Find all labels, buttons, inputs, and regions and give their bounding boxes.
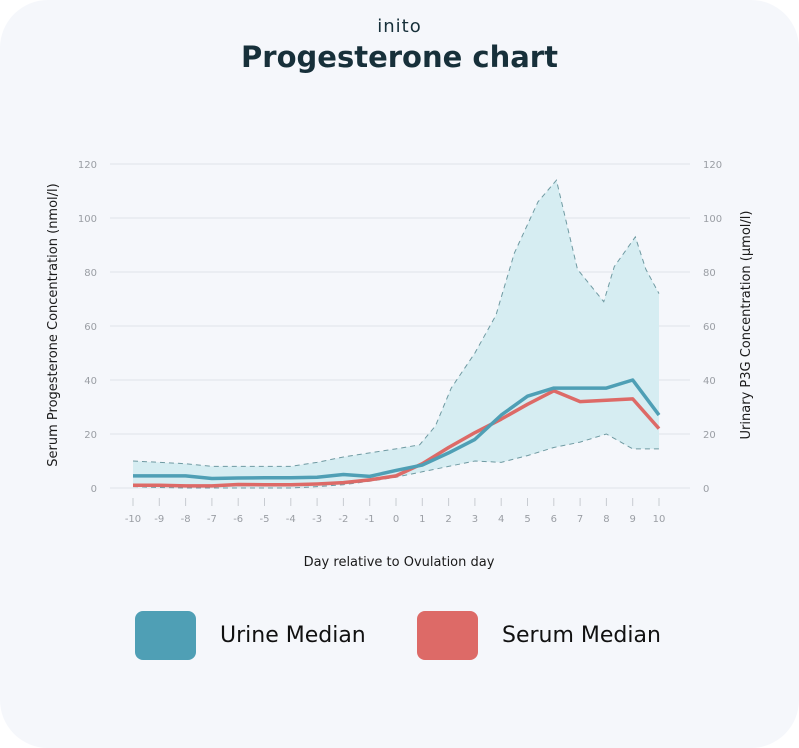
y-tick-label: 120	[78, 160, 97, 171]
x-tick-label: -2	[338, 514, 348, 525]
x-tick-label: -6	[233, 514, 243, 525]
gridlines	[110, 163, 690, 489]
y-axis-right-ticks: 0 20 40 60 80 100 120	[703, 160, 722, 495]
urine-median-line	[133, 378, 661, 481]
x-axis-ticks: -10 -9 -8 -7 -6 -5 -4 -3 -2 -1 0 1 2 3 4 5 6 7 8 9 10	[125, 498, 666, 525]
range-band-upper-edge	[132, 179, 660, 467]
y-tick-label: 0	[91, 484, 97, 495]
y-tick-label: 60	[84, 322, 97, 333]
y2-tick-label: 20	[703, 430, 716, 441]
y-axis-left-ticks: 0 20 40 60 80 100 120	[78, 160, 97, 495]
y-tick-label: 20	[84, 430, 97, 441]
x-tick-label: 9	[630, 514, 636, 525]
range-band-fill	[133, 180, 659, 488]
x-tick-label: -3	[312, 514, 322, 525]
x-tick-label: -7	[207, 514, 217, 525]
x-tick-label: 7	[577, 514, 583, 525]
range-band	[132, 179, 660, 489]
y-tick-label: 80	[84, 268, 97, 279]
x-tick-label: 2	[445, 514, 451, 525]
x-tick-label: -4	[286, 514, 296, 525]
y2-tick-label: 80	[703, 268, 716, 279]
median-lines	[133, 378, 661, 488]
x-tick-label: 0	[393, 514, 399, 525]
urine-median-swatch	[135, 610, 196, 660]
chart-title: Progesterone chart	[241, 40, 558, 74]
x-tick-label: 8	[603, 514, 609, 525]
inito-logo: inito	[377, 16, 422, 37]
x-tick-label: -8	[181, 514, 191, 525]
x-tick-label: -10	[125, 514, 141, 525]
legend-label: Urine Median	[220, 622, 366, 648]
y2-tick-label: 60	[703, 322, 716, 333]
legend-item-urine-median: Urine Median	[135, 610, 366, 660]
legend-item-serum-median: Serum Median	[417, 610, 661, 660]
x-tick-label: 10	[653, 514, 666, 525]
serum-median-swatch	[417, 610, 478, 660]
legend-label: Serum Median	[502, 622, 661, 648]
x-tick-label: 3	[472, 514, 478, 525]
serum-median-line	[133, 389, 661, 488]
y-tick-label: 40	[84, 376, 97, 387]
y2-tick-label: 0	[703, 484, 709, 495]
x-axis-label: Day relative to Ovulation day	[304, 555, 495, 570]
x-tick-label: -9	[154, 514, 164, 525]
legend: Urine Median Serum Median	[0, 610, 799, 660]
x-tick-label: 5	[524, 514, 530, 525]
x-tick-label: 6	[551, 514, 557, 525]
x-tick-label: 1	[419, 514, 425, 525]
x-tick-label: -5	[260, 514, 270, 525]
y-axis-right-label: Urinary P3G Concentration (µmol/l)	[739, 211, 754, 440]
x-tick-label: 4	[498, 514, 504, 525]
x-tick-label: -1	[365, 514, 375, 525]
y-axis-left-label: Serum Progesterone Concentration (nmol/l…	[46, 183, 61, 466]
y2-tick-label: 100	[703, 214, 722, 225]
y2-tick-label: 120	[703, 160, 722, 171]
y2-tick-label: 40	[703, 376, 716, 387]
y-tick-label: 100	[78, 214, 97, 225]
